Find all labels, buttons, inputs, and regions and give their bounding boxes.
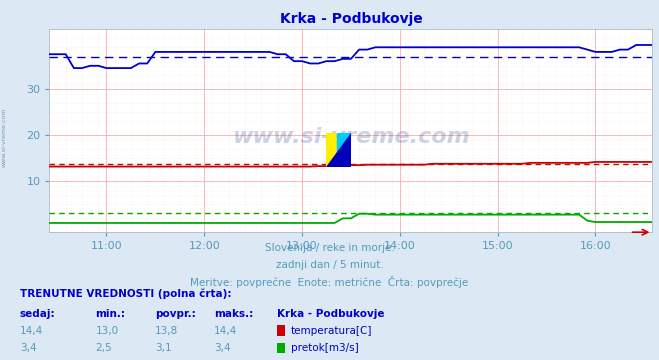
Text: temperatura[C]: temperatura[C] (291, 326, 372, 336)
Text: 13,8: 13,8 (155, 326, 178, 336)
Text: min.:: min.: (96, 309, 126, 319)
Text: www.si-vreme.com: www.si-vreme.com (232, 127, 470, 147)
Text: 14,4: 14,4 (20, 326, 43, 336)
Text: Meritve: povprečne  Enote: metrične  Črta: povprečje: Meritve: povprečne Enote: metrične Črta:… (190, 276, 469, 288)
Bar (326, 133, 340, 167)
Bar (337, 133, 351, 167)
Text: www.si-vreme.com: www.si-vreme.com (2, 107, 7, 167)
Title: Krka - Podbukovje: Krka - Podbukovje (279, 12, 422, 26)
Text: Krka - Podbukovje: Krka - Podbukovje (277, 309, 384, 319)
Text: sedaj:: sedaj: (20, 309, 55, 319)
Text: 3,1: 3,1 (155, 343, 171, 354)
Text: povpr.:: povpr.: (155, 309, 196, 319)
Text: TRENUTNE VREDNOSTI (polna črta):: TRENUTNE VREDNOSTI (polna črta): (20, 288, 231, 299)
Text: 3,4: 3,4 (214, 343, 231, 354)
Text: pretok[m3/s]: pretok[m3/s] (291, 343, 358, 354)
Polygon shape (326, 133, 351, 167)
Text: zadnji dan / 5 minut.: zadnji dan / 5 minut. (275, 260, 384, 270)
Text: 14,4: 14,4 (214, 326, 237, 336)
Text: 3,4: 3,4 (20, 343, 36, 354)
Text: maks.:: maks.: (214, 309, 254, 319)
Text: 2,5: 2,5 (96, 343, 112, 354)
Text: Slovenija / reke in morje.: Slovenija / reke in morje. (264, 243, 395, 253)
Text: 13,0: 13,0 (96, 326, 119, 336)
